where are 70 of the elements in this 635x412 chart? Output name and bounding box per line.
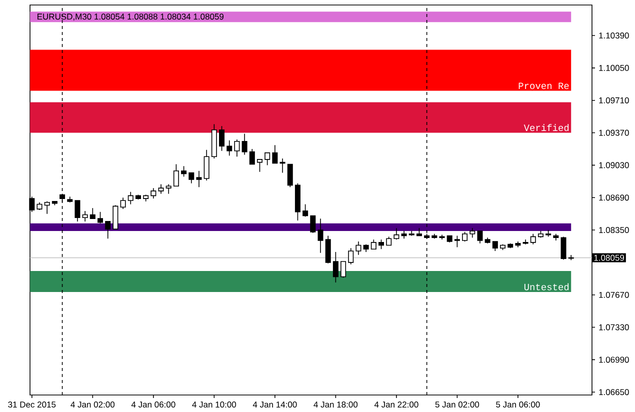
candlestick	[226, 140, 232, 156]
x-tick-label: 5 Jan 06:00	[496, 402, 540, 408]
y-tick-label: 1.10050	[599, 64, 629, 71]
candlestick	[492, 241, 498, 252]
y-tick-label: 1.07330	[599, 324, 629, 330]
candlestick	[166, 184, 172, 194]
y-tick-label: 1.09710	[599, 97, 629, 104]
x-tick-label: 4 Jan 06:00	[131, 402, 176, 408]
candlestick	[462, 232, 468, 242]
candlestick	[340, 261, 346, 278]
y-tick-label: 1.07670	[599, 292, 629, 298]
candlestick	[204, 150, 210, 181]
candlestick	[105, 221, 111, 240]
candlestick	[196, 170, 202, 188]
candlestick	[90, 208, 96, 219]
y-tick-label: 1.08350	[599, 227, 629, 234]
x-tick-label: 31 Dec 2015	[8, 402, 56, 408]
y-tick-label: 1.08690	[599, 194, 629, 201]
y-tick-label: 1.06650	[599, 389, 629, 396]
candlestick	[280, 158, 286, 174]
y-tick-label: 1.10390	[599, 32, 629, 39]
candlestick	[332, 252, 338, 283]
y-tick-label: 1.09370	[599, 130, 629, 136]
candlestick	[158, 184, 164, 194]
y-tick-label: 1.09030	[599, 162, 629, 168]
candlestick	[477, 230, 483, 244]
x-tick-label: 4 Jan 18:00	[314, 402, 358, 408]
band-label: Verified	[524, 124, 569, 132]
candlestick	[256, 159, 262, 172]
ref-line-label: 1.08059	[594, 254, 624, 261]
candlestick	[242, 133, 248, 156]
band-label: Proven Re	[518, 82, 569, 90]
candlestick	[82, 210, 88, 222]
candlestick	[530, 233, 536, 245]
candlestick	[272, 144, 278, 164]
candlestick	[128, 191, 134, 205]
candlestick	[219, 126, 225, 152]
candlestick	[98, 212, 104, 224]
candlestick	[348, 248, 354, 265]
x-tick-label: 4 Jan 14:00	[252, 402, 297, 408]
candlestick	[234, 139, 240, 158]
candlestick	[120, 197, 126, 210]
x-tick-label: 4 Jan 02:00	[70, 402, 115, 408]
y-tick-label: 1.06990	[599, 356, 629, 363]
candlestick	[470, 228, 476, 238]
x-tick-label: 4 Jan 22:00	[374, 402, 418, 408]
x-tick-label: 5 Jan 02:00	[435, 402, 480, 408]
band-label: Untested	[524, 283, 569, 290]
x-tick-label: 4 Jan 10:00	[192, 402, 236, 408]
candlestick	[560, 236, 566, 260]
candlestick	[302, 204, 308, 218]
candlestick	[188, 172, 194, 184]
candlestick	[74, 200, 80, 222]
candlestick	[287, 164, 293, 188]
candlestick	[112, 204, 118, 230]
candlestick	[356, 241, 362, 256]
candlestick	[173, 164, 179, 187]
candlestick	[150, 188, 156, 199]
text: EURUSD,M30 1.08054 1.08088 1.08034 1.08059	[38, 14, 224, 21]
candlestick	[318, 218, 324, 254]
candlestick	[378, 239, 384, 250]
candlestick	[325, 235, 331, 264]
candlestick	[249, 148, 255, 165]
candlestick	[394, 228, 400, 240]
candlestick	[181, 166, 187, 178]
candlestick	[370, 239, 376, 250]
candlestick	[44, 201, 50, 214]
candlestick	[310, 215, 316, 234]
candlestick	[264, 152, 270, 166]
candlestick	[454, 235, 460, 248]
